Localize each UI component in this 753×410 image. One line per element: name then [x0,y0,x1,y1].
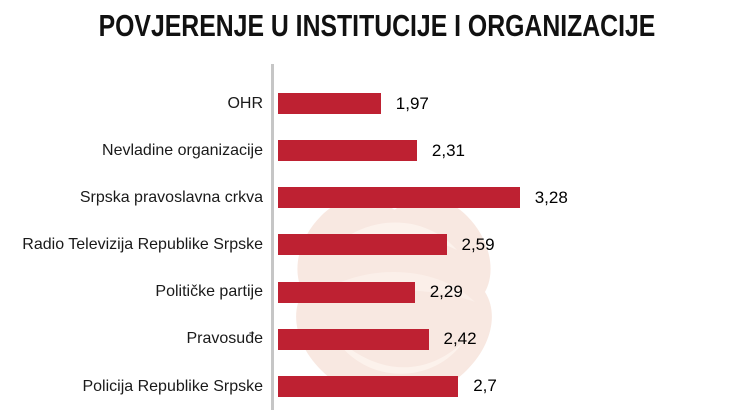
category-label: Policija Republike Srpske [82,377,263,395]
value-label: 2,29 [429,282,463,302]
value-label: 2,31 [431,140,465,160]
bar-row: Policija Republike Srpske 2,7 [0,363,753,410]
value-label: 2,59 [461,234,495,254]
bar [278,234,447,256]
bar [278,187,520,209]
bar [278,140,417,162]
bar [278,328,429,350]
bar-row: Srpska pravoslavna crkva 3,28 [0,174,753,221]
category-label: Nevladine organizacije [102,141,263,159]
y-axis-line [271,64,274,410]
value-label: 3,28 [534,187,568,207]
bar [278,375,459,397]
chart-title: POVJERENJE U INSTITUCIJE I ORGANIZACIJE [0,8,753,52]
bar-rows: OHR 1,97 Nevladine organizacije 2,31 Srpska … [0,80,753,410]
bar [278,281,415,303]
value-label: 1,97 [395,93,429,113]
bar-row: Pravosuđe 2,42 [0,316,753,363]
category-label: Pravosuđe [186,330,264,348]
bar-row: Radio Televizija Republike Srpske 2,59 [0,221,753,268]
category-label: OHR [227,94,263,112]
category-label: Političke partije [155,283,263,301]
watermark-highlight-bottom [331,332,463,374]
chart-title-text: POVJERENJE U INSTITUCIJE I ORGANIZACIJE [98,8,655,43]
value-label: 2,7 [473,376,497,396]
category-label: Radio Televizija Republike Srpske [22,236,263,254]
bar [278,93,381,115]
category-label: Srpska pravoslavna crkva [79,189,263,207]
value-label: 2,42 [443,329,477,349]
bar-row: Nevladine organizacije 2,31 [0,127,753,174]
bar-row: Političke partije 2,29 [0,269,753,316]
bar-row: OHR 1,97 [0,80,753,127]
